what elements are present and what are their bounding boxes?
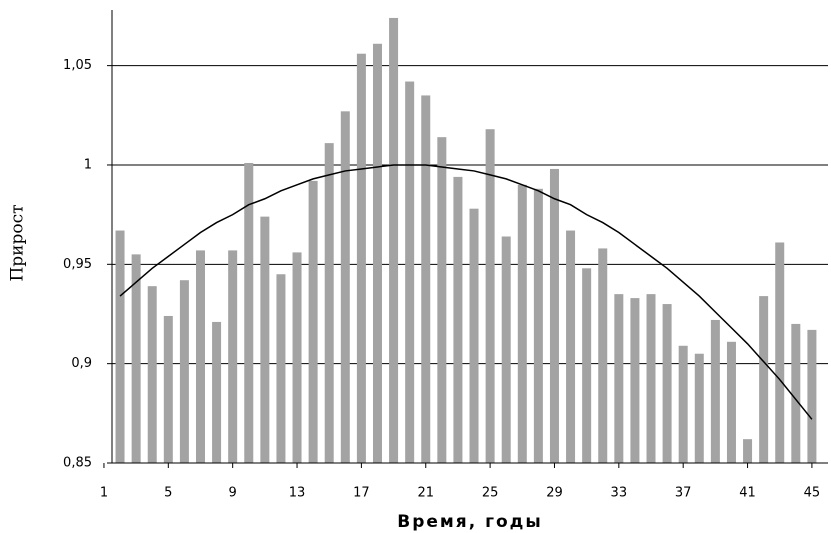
bar [501,236,511,463]
bar [743,439,753,463]
bar [212,321,222,463]
bar [678,345,688,463]
bar [614,294,624,463]
bar [131,254,141,463]
y-tick-label: 0,85 [63,456,92,471]
x-tick-label: 17 [353,486,370,501]
x-tick-label: 5 [164,486,172,501]
bar [662,304,672,463]
bar [308,180,318,464]
bar [694,353,704,463]
bar [517,184,527,463]
bar [437,137,447,463]
bar [485,129,495,464]
x-tick-label: 33 [611,486,628,501]
y-tick-label: 1,05 [63,58,92,73]
bar [710,319,720,463]
x-tick-label: 13 [289,486,306,501]
bar [324,143,334,464]
bar [807,329,817,463]
bar [453,176,463,464]
bar [421,95,431,464]
x-tick-label: 1 [100,486,108,501]
bar [356,53,366,464]
y-tick-label: 0,9 [71,356,92,371]
bar [549,168,559,463]
x-tick-label: 45 [804,486,821,501]
bar [244,162,254,463]
x-tick-label: 9 [229,486,237,501]
bar [195,250,205,463]
bar [372,43,382,464]
bar [405,81,415,464]
x-tick-label: 41 [739,486,756,501]
bar [276,274,286,463]
bar [775,242,785,463]
bar [292,252,302,463]
x-tick-label: 29 [546,486,563,501]
bar [791,323,801,463]
bar [533,188,543,463]
y-axis-title: Прирост [8,204,28,281]
bar [582,268,592,463]
x-tick-label: 21 [417,486,434,501]
bar [566,230,576,463]
bar [260,216,270,463]
x-axis-title: Время, годы [397,512,543,532]
bar [646,294,656,463]
bar [469,208,479,463]
y-tick-label: 0,95 [63,257,92,272]
x-tick-label: 37 [675,486,692,501]
trend-line [119,164,813,420]
bar [389,17,399,464]
bar [340,111,350,463]
bar [115,230,125,463]
bar [726,341,736,463]
x-tick-label: 25 [482,486,499,501]
y-tick-label: 1 [84,157,92,172]
bar [598,248,608,463]
bar [759,296,769,463]
bar [179,280,189,463]
bar [147,286,157,463]
bar [163,315,173,463]
bar [228,250,238,463]
bar [630,298,640,463]
